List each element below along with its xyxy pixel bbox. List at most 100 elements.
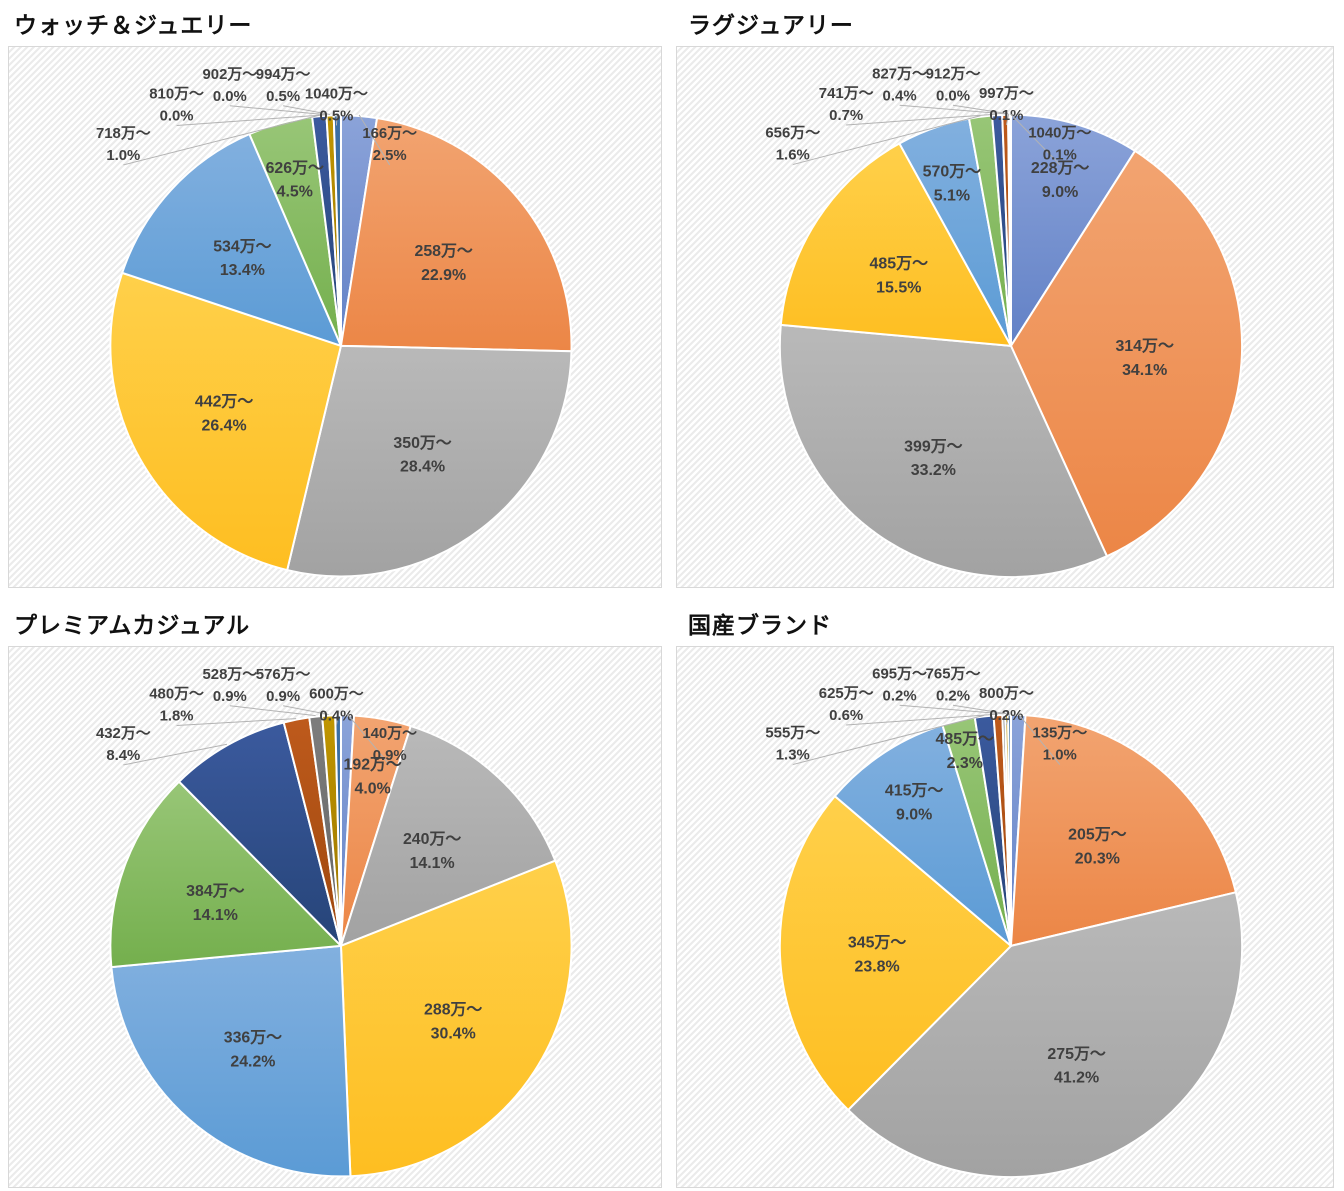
slice-range-label: 399万〜 [904,438,963,455]
slice-percent-label: 22.9% [421,267,466,284]
label-leader-line [335,114,338,126]
slice-percent-label: 14.1% [410,855,455,872]
label-leader-line [229,705,316,717]
slice-percent-label: 4.5% [277,184,313,201]
slice-percent-label: 4.0% [355,780,391,797]
label-leader-line [358,114,391,166]
slice-range-label: 695万〜 [872,665,927,682]
chart-title-premium-casual: プレミアムカジュアル [14,612,251,638]
slice-range-label: 336万〜 [224,1030,282,1047]
slice-range-label: 810万〜 [149,86,204,103]
slice-range-label: 135万〜 [1032,725,1087,742]
label-leader-line [952,704,1007,715]
chart-title-luxury: ラグジュアリー [688,12,854,38]
label-leader-line [899,104,1006,115]
slice-percent-label: 0.9% [373,748,407,764]
pie-slice [339,859,573,1178]
pie-chart-domestic-brand: 555万〜 1.3% 625万〜 0.6% 695万〜 0.2% 765万〜 0.2% 800万… [765,665,1244,1178]
slice-range-label: 625万〜 [819,685,874,702]
slice-range-label: 997万〜 [979,85,1034,102]
slice-percent-label: 15.5% [876,279,921,296]
label-leader-line [123,743,228,766]
slice-percent-label: 14.1% [193,907,238,924]
slice-range-label: 800万〜 [979,685,1034,702]
label-leader-line [1005,713,1010,726]
label-leader-line [899,704,1004,715]
chart-panel-luxury: 656万〜 1.6% 741万〜 0.7% 827万〜 0.4% 912万〜 0.0% 997万… [676,46,1334,588]
slice-range-label: 432万〜 [96,725,151,742]
slice-percent-label: 33.2% [911,462,956,479]
label-leader-line [283,105,331,116]
label-leader-line [176,718,297,726]
slice-range-label: 350万〜 [393,435,451,452]
chart-title-domestic-brand: 国産ブランド [688,612,832,638]
slice-range-label: 600万〜 [309,686,364,703]
slice-percent-label: 5.1% [934,187,970,204]
slice-percent-label: 0.5% [319,109,353,125]
slice-percent-label: 0.1% [989,107,1023,124]
slice-percent-label: 0.4% [319,709,353,725]
pie-chart-premium-casual: 432万〜 8.4% 480万〜 1.8% 528万〜 0.9% 576万〜 0.9% 600万… [96,666,573,1178]
slice-range-label: 415万〜 [885,782,944,799]
slice-percent-label: 0.1% [1043,147,1077,164]
slice-range-label: 741万〜 [819,85,874,102]
slice-percent-label: 13.4% [220,262,265,279]
slice-percent-label: 0.2% [936,687,970,704]
pie-chart-luxury: 656万〜 1.6% 741万〜 0.7% 827万〜 0.4% 912万〜 0.0% 997万… [765,65,1244,579]
slice-range-label: 275万〜 [1047,1046,1106,1063]
slice-percent-label: 0.2% [989,707,1023,724]
slice-percent-label: 9.0% [1042,184,1078,201]
slice-range-label: 827万〜 [872,65,927,82]
slice-percent-label: 20.3% [1075,850,1120,867]
slice-percent-label: 34.1% [1122,362,1167,379]
slice-percent-label: 1.0% [106,148,140,164]
slice-range-label: 656万〜 [765,125,820,142]
slice-percent-label: 0.0% [160,109,194,125]
slice-percent-label: 24.2% [230,1053,275,1070]
pie-slice [121,133,342,347]
label-leader-line [846,713,998,726]
chart-title-watch-jewelry: ウォッチ＆ジュエリー [14,12,253,38]
slice-percent-label: 0.2% [883,687,917,704]
slice-percent-label: 23.8% [854,958,899,975]
pie-slice [109,271,342,572]
slice-range-label: 485万〜 [870,255,929,272]
slice-percent-label: 1.3% [776,747,810,764]
label-leader-line [952,104,1009,115]
slice-percent-label: 1.0% [1043,747,1077,764]
slice-range-label: 192万〜 [344,757,402,774]
slice-range-label: 576万〜 [256,666,311,683]
slice-percent-label: 2.3% [947,755,983,772]
slice-range-label: 912万〜 [926,65,981,82]
pie-slice [778,323,1108,579]
slice-range-label: 1040万〜 [305,86,368,103]
slice-percent-label: 28.4% [400,459,445,476]
pie-slice [1009,714,1237,947]
label-leader-line [123,114,320,166]
label-leader-line [846,113,998,126]
pie-slice [286,344,573,578]
pie-slice [778,795,1012,1111]
slice-range-label: 626万〜 [266,160,324,177]
slice-percent-label: 9.0% [896,806,932,823]
pie-slice [109,780,342,969]
slice-range-label: 288万〜 [424,1002,482,1019]
slice-percent-label: 0.9% [213,689,247,705]
slice-range-label: 140万〜 [362,725,417,742]
slice-range-label: 528万〜 [203,666,258,683]
label-leader-line [229,105,327,116]
label-leader-line [176,114,327,126]
chart-panel-premium-casual: 432万〜 8.4% 480万〜 1.8% 528万〜 0.9% 576万〜 0.9% 600万… [8,646,662,1188]
slice-range-label: 534万〜 [213,238,271,255]
pie-slice [847,891,1244,1178]
pie-slice [110,944,352,1178]
slice-percent-label: 26.4% [202,418,247,435]
pie-slice [339,117,573,353]
slice-percent-label: 8.4% [106,748,140,764]
label-leader-line [792,115,981,166]
label-leader-line [1009,113,1061,165]
slice-range-label: 902万〜 [203,66,258,83]
slice-percent-label: 0.4% [883,87,917,104]
pie-slice [1009,113,1137,347]
slice-percent-label: 0.7% [829,107,863,124]
